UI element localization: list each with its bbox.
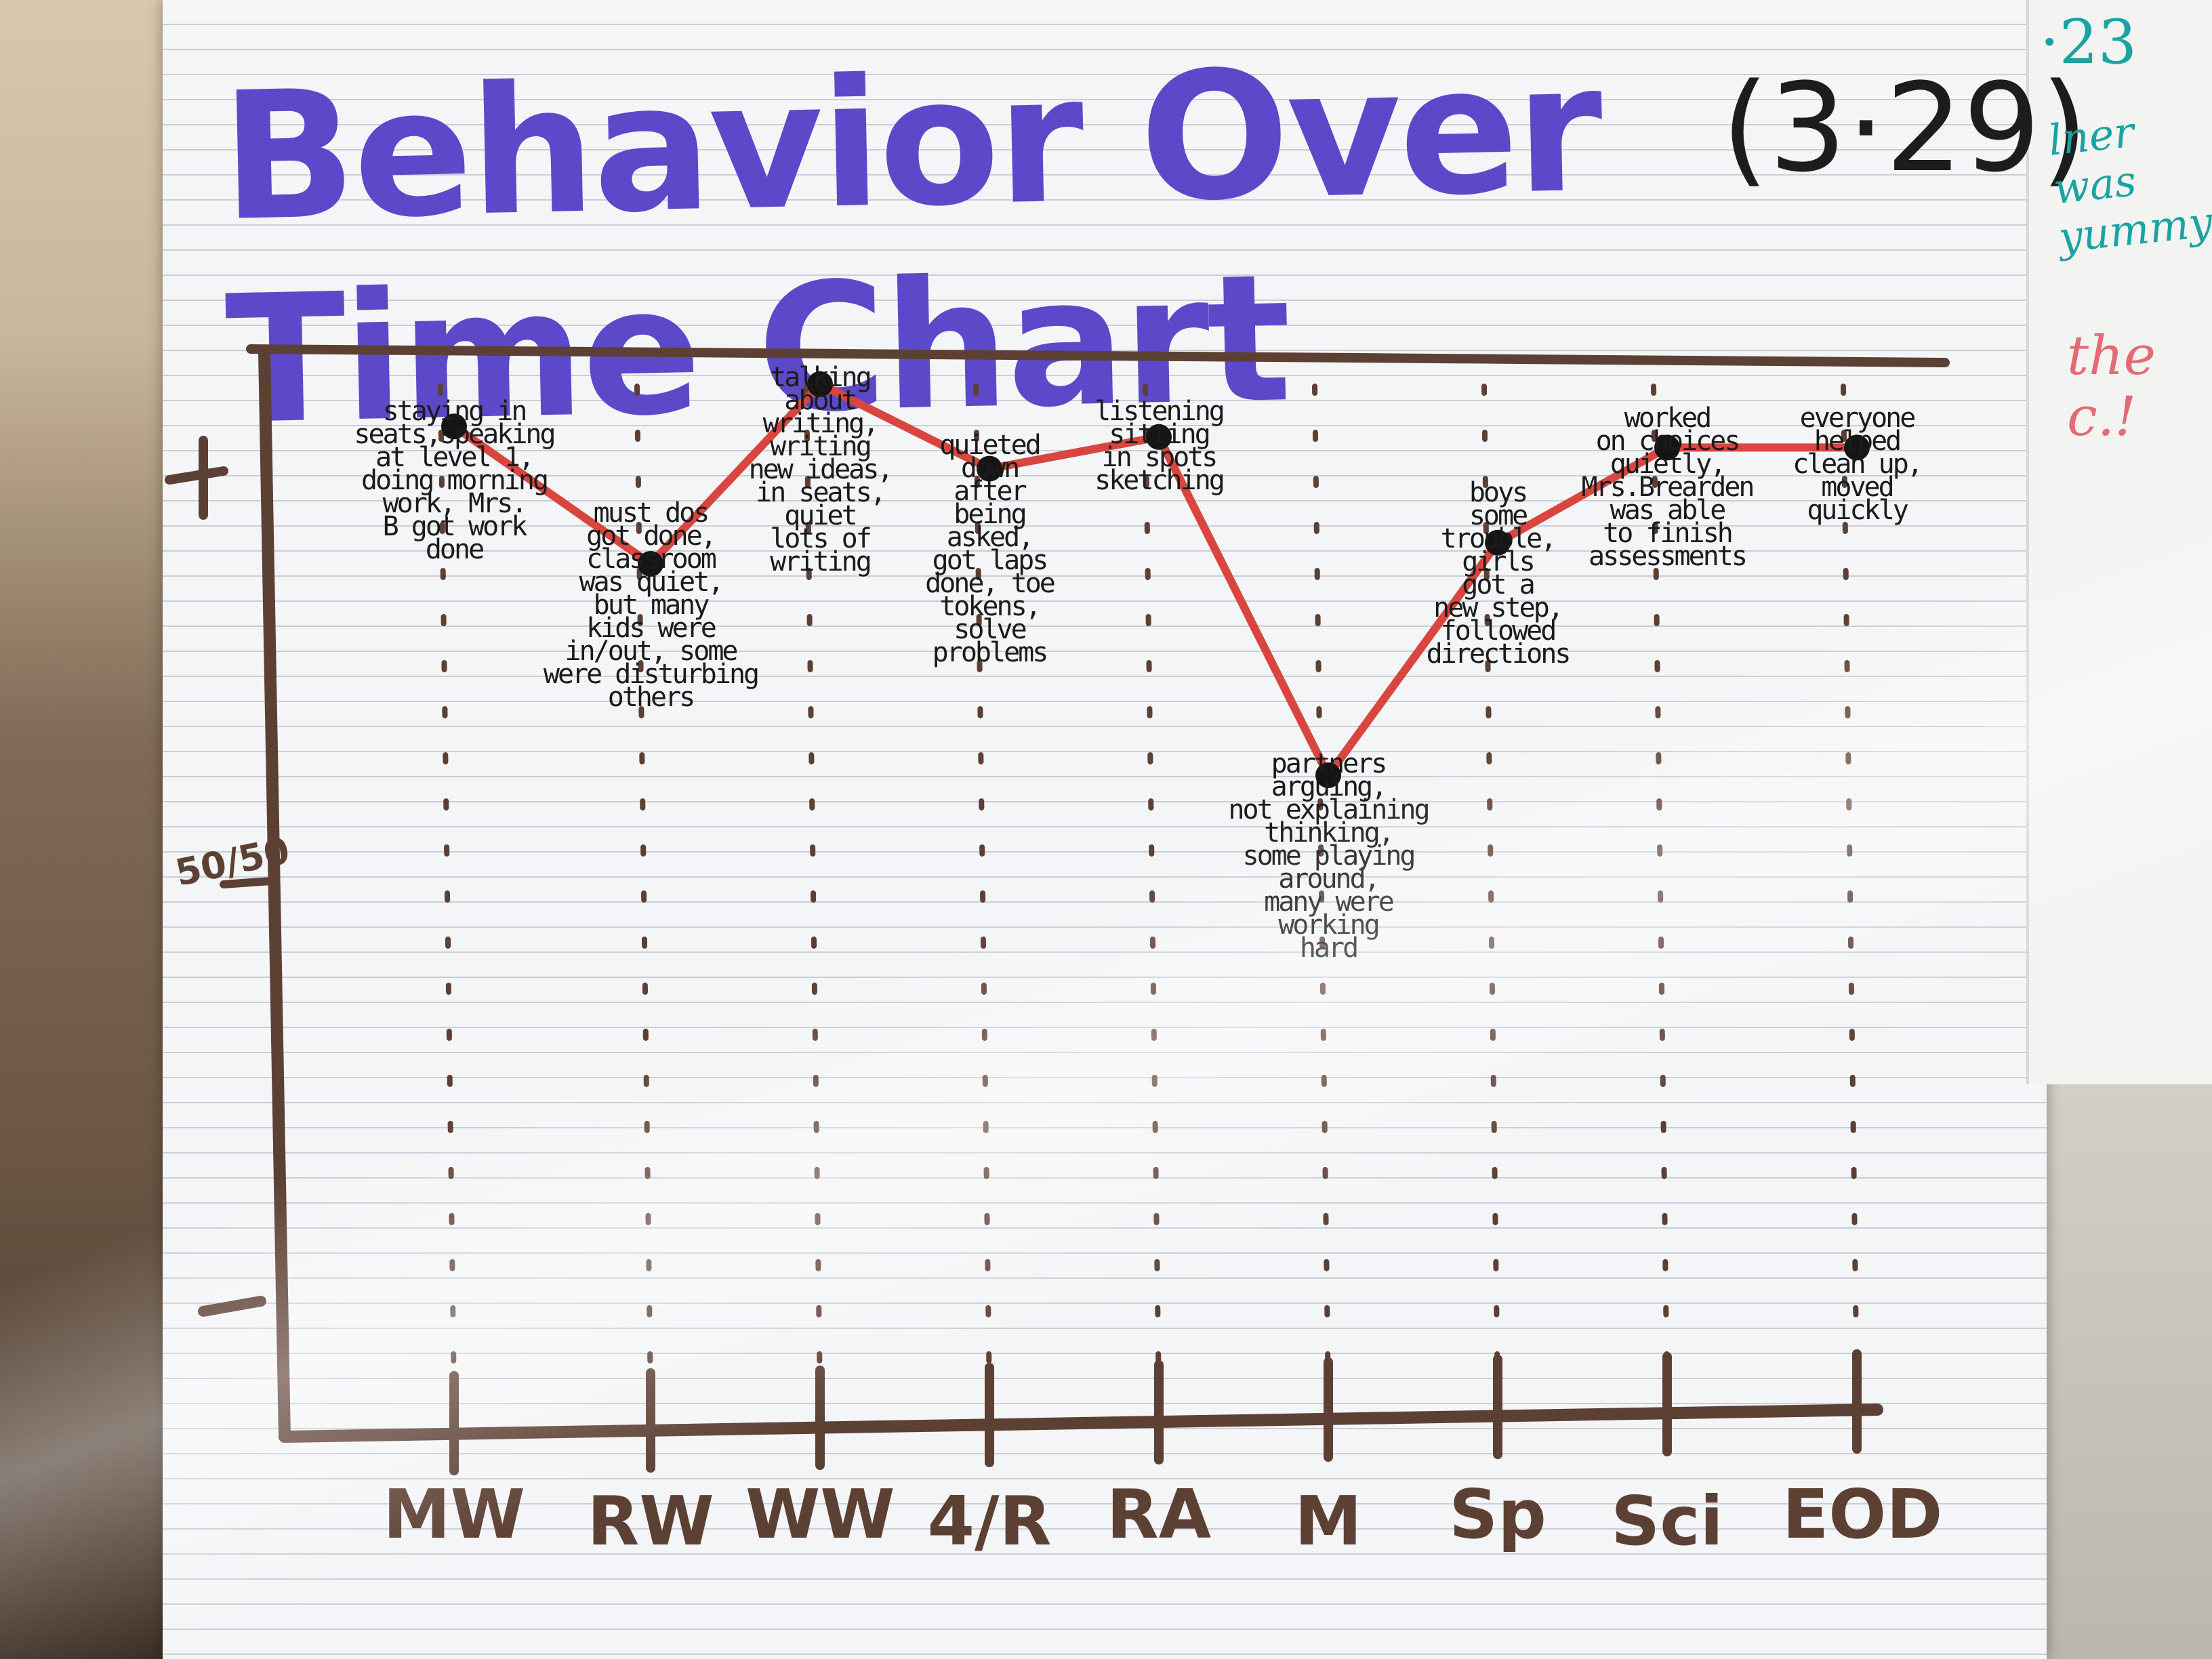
annotation-RW: must dos got done, classroom was quiet, … [543,497,760,713]
x-label-4/R: 4/R [927,1481,1052,1561]
background-left [0,0,169,1659]
annotation-M: partners arguing, not explaining thinkin… [1228,748,1430,964]
data-point-MW [441,413,467,440]
data-point-4/R [977,455,1002,482]
guide-EOD [1841,384,1860,1399]
x-label-Sci: Sci [1611,1481,1723,1561]
x-ticks [449,1349,1862,1475]
x-label-WW: WW [745,1475,895,1554]
annotation-Sp: boys some trouble, girls got a new step,… [1426,477,1572,670]
data-point-RA [1146,424,1172,450]
x-label-MW: MW [383,1475,525,1554]
side-note: lner was yummy! [2046,106,2212,262]
series-markers [441,371,1870,788]
x-label-RA: RA [1106,1475,1212,1554]
guide-Sp [1481,384,1500,1399]
y-axis [258,346,291,1443]
guide-WW [804,384,823,1399]
guide-RW [634,384,653,1399]
data-point-Sci [1654,434,1680,461]
top-border [246,344,1950,367]
annotation-Sci: worked on choices quietly, Mrs.Brearden … [1581,403,1755,572]
data-point-WW [807,371,833,397]
x-label-EOD: EOD [1782,1475,1943,1554]
data-point-Sp [1485,529,1511,556]
chart-paper [163,0,2047,1659]
data-point-EOD [1844,434,1870,461]
chart-axes [165,344,1950,1443]
x-label-RW: RW [587,1481,714,1561]
guide-Sci [1651,384,1670,1399]
vertical-guides [438,384,1860,1399]
guide-M [1312,384,1331,1399]
annotation-4/R: quieted down after being asked, got laps… [925,430,1056,668]
guide-4/R [973,384,992,1399]
annotation-RA: listening sitting in spots sketching [1094,396,1225,496]
y-tick-minus [198,1296,266,1317]
guide-MW [438,384,457,1399]
side-pink-note: the c.! [2067,324,2156,448]
data-point-RW [638,551,663,577]
x-axis [279,1404,1883,1443]
x-label-Sp: Sp [1449,1475,1547,1554]
annotation-MW: staying in seats,speaking at level 1, do… [354,396,556,565]
y-tick-fifty [220,877,275,888]
side-number: ·23 [2040,7,2137,78]
chart-date: (3·29) [1721,58,2089,199]
y-tick-plus [165,466,228,485]
adjacent-paper [2026,0,2212,1084]
annotation-WW: talking about writing, writing new ideas… [748,362,894,577]
annotation-EOD: everyone helped clean up, moved quickly [1793,403,1923,526]
x-label-M: M [1294,1481,1362,1561]
data-point-M [1315,762,1341,788]
guide-RA [1143,384,1162,1399]
